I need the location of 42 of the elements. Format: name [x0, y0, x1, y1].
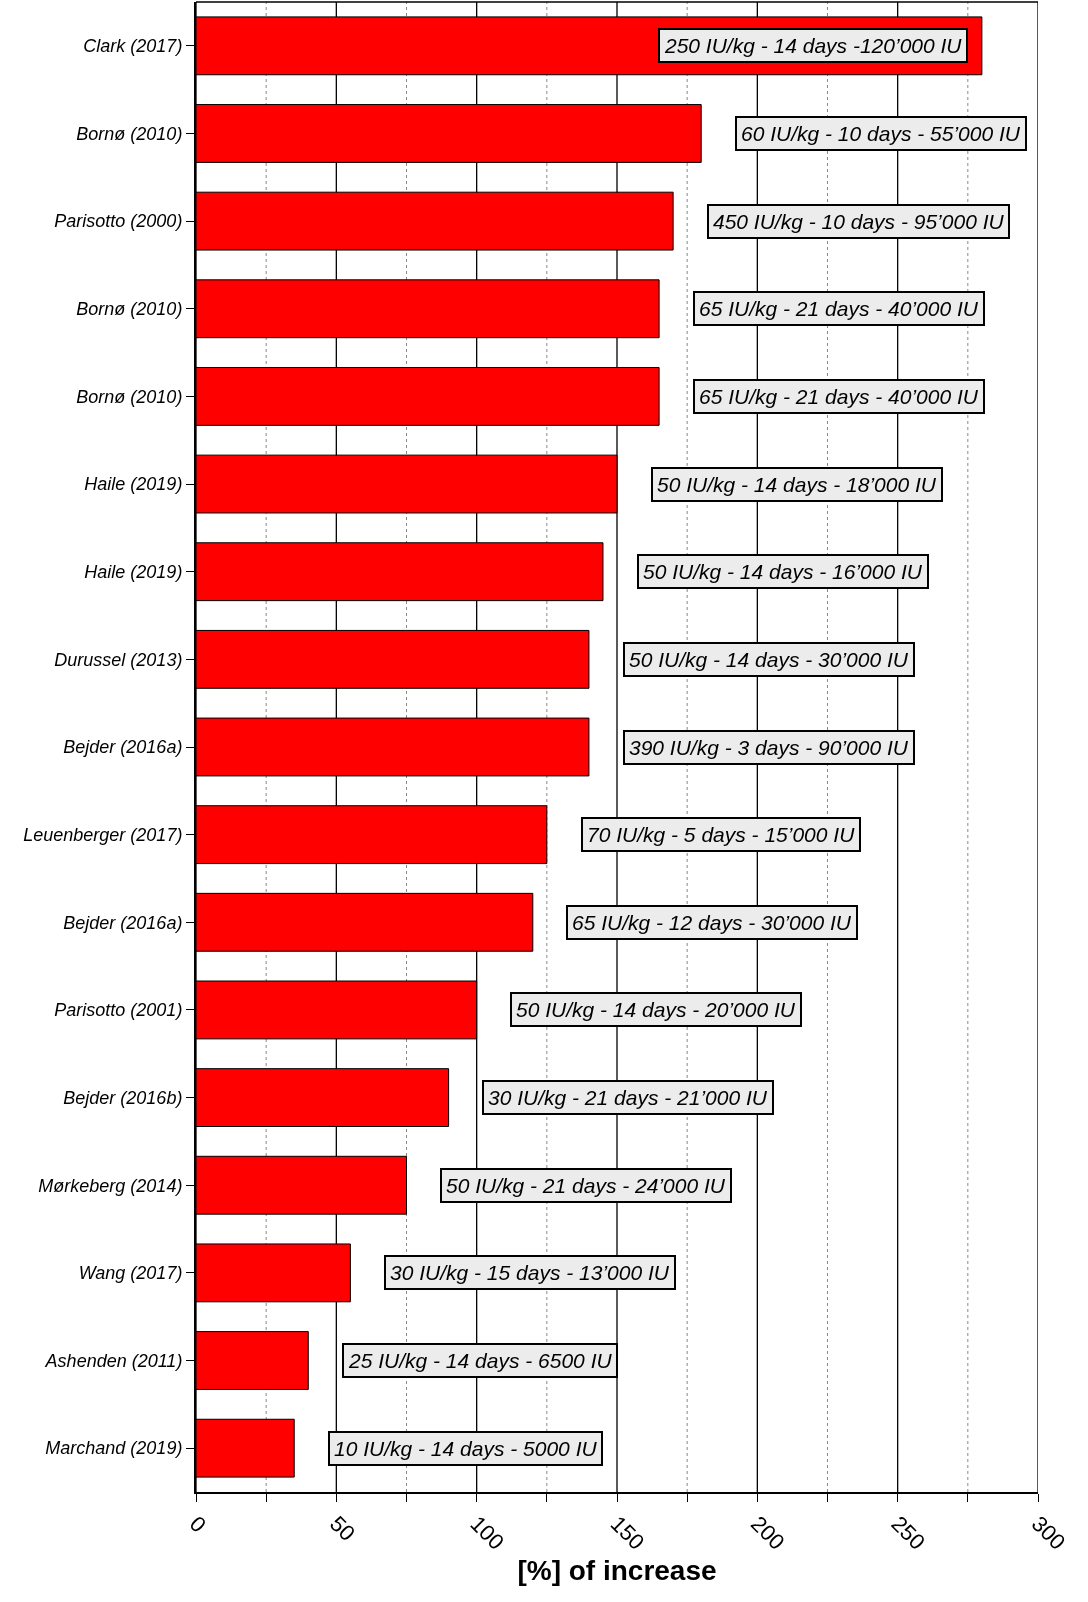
x-tick-label: 0 [184, 1511, 212, 1538]
x-tick-label: 50 [325, 1511, 361, 1547]
y-tick-label: Durussel (2013) [54, 649, 183, 670]
annotation: 50 IU/kg - 14 days - 30’000 IU [629, 648, 909, 671]
x-tick-label: 150 [605, 1511, 650, 1555]
annotation: 390 IU/kg - 3 days - 90’000 IU [629, 736, 909, 759]
annotation: 30 IU/kg - 15 days - 13’000 IU [390, 1261, 670, 1284]
x-tick-label: 300 [1026, 1511, 1071, 1555]
x-axis-title: [%] of increase [517, 1554, 717, 1586]
y-tick-label: Bejder (2016b) [63, 1087, 183, 1108]
y-tick-label: Ashenden (2011) [44, 1350, 183, 1371]
y-tick-label: Clark (2017) [83, 36, 183, 57]
annotation: 50 IU/kg - 14 days - 18’000 IU [657, 473, 937, 496]
annotation: 50 IU/kg - 21 days - 24’000 IU [446, 1174, 726, 1197]
annotation: 25 IU/kg - 14 days - 6500 IU [348, 1349, 613, 1372]
annotation: 250 IU/kg - 14 days -120’000 IU [664, 34, 963, 57]
y-tick-label: Bejder (2016a) [63, 737, 183, 758]
annotation: 65 IU/kg - 12 days - 30’000 IU [572, 911, 852, 934]
y-tick-label: Parisotto (2001) [54, 1000, 183, 1021]
y-tick-label: Bejder (2016a) [63, 912, 183, 933]
annotation: 60 IU/kg - 10 days - 55’000 IU [741, 122, 1021, 145]
y-tick-label: Leuenberger (2017) [23, 824, 183, 845]
y-tick-label: Bornø (2010) [76, 299, 183, 320]
annotation: 65 IU/kg - 21 days - 40’000 IU [699, 297, 979, 320]
annotation: 70 IU/kg - 5 days - 15’000 IU [587, 823, 856, 846]
y-tick-label: Bornø (2010) [76, 123, 183, 144]
x-tick-label: 100 [465, 1511, 509, 1555]
annotation: 10 IU/kg - 14 days - 5000 IU [334, 1437, 598, 1460]
y-tick-label: Haile (2019) [84, 562, 183, 583]
y-tick-label: Haile (2019) [84, 474, 183, 495]
annotation: 30 IU/kg - 21 days - 21’000 IU [488, 1086, 768, 1109]
x-tick-label: 200 [746, 1511, 790, 1555]
annotation: 50 IU/kg - 14 days - 16’000 IU [643, 560, 923, 583]
y-tick-label: Parisotto (2000) [54, 211, 183, 232]
y-tick-label: Mørkeberg (2014) [38, 1175, 183, 1196]
annotation: 450 IU/kg - 10 days - 95’000 IU [713, 210, 1005, 233]
y-tick-label: Wang (2017) [78, 1263, 183, 1284]
y-tick-label: Marchand (2019) [45, 1438, 183, 1459]
y-tick-label: Bornø (2010) [76, 386, 183, 407]
annotation: 65 IU/kg - 21 days - 40’000 IU [699, 385, 979, 408]
x-tick-label: 250 [886, 1511, 930, 1555]
annotation: 50 IU/kg - 14 days - 20’000 IU [516, 998, 796, 1021]
